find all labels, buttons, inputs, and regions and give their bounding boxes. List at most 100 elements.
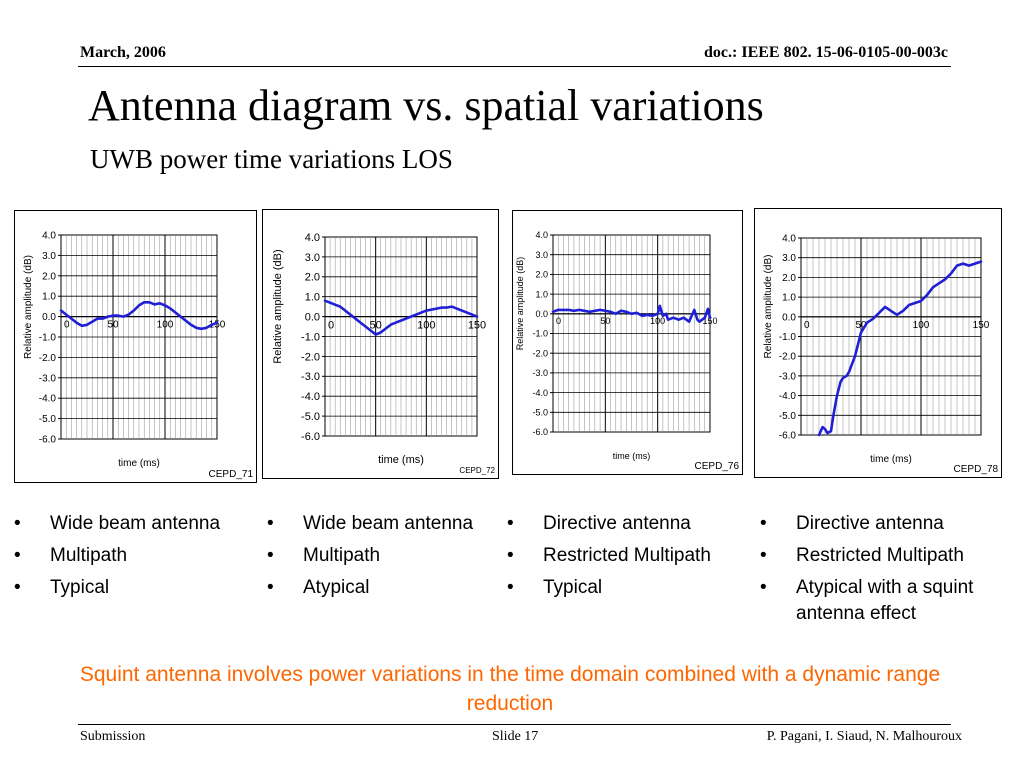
y-tick-label: -6.0 — [779, 431, 797, 442]
chart-cepd-78: 4.0 3.0 2.0 1.0 0.0 -1.0 -2.0 -3.0 -4.0 -5.0 -6.0 0… — [754, 208, 1002, 478]
x-tick-label: 100 — [157, 320, 174, 331]
x-tick-label: 100 — [417, 320, 435, 332]
y-tick-label: -1.0 — [532, 329, 548, 339]
bullet-item: Restricted Multipath — [507, 540, 752, 572]
chart-id-label: CEPD_71 — [209, 469, 254, 480]
conclusion-note: Squint antenna involves power variations… — [79, 663, 941, 715]
y-tick-label: -6.0 — [301, 431, 320, 443]
x-tick-label: 0 — [804, 320, 810, 331]
footer-submission: Submission — [80, 729, 146, 744]
x-tick-label: 50 — [370, 320, 382, 332]
bullet-item: Multipath — [14, 540, 264, 572]
y-tick-label: 4.0 — [535, 230, 548, 240]
x-tick-label: 150 — [209, 320, 226, 331]
chart-svg: 4.0 3.0 2.0 1.0 0.0 -1.0 -2.0 -3.0 -4.0 -5.0 -6.0 0… — [272, 232, 496, 475]
bullet-item: Atypical — [267, 572, 517, 604]
y-tick-label: 3.0 — [42, 251, 56, 262]
y-tick-label: 1.0 — [782, 293, 796, 304]
y-tick-label: 2.0 — [782, 273, 796, 284]
x-tick-label: 150 — [973, 320, 990, 331]
y-tick-label: 1.0 — [42, 292, 56, 303]
chart-svg: 4.0 3.0 2.0 1.0 0.0 -1.0 -2.0 -3.0 -4.0 -5.0 -6.0 0… — [515, 230, 740, 472]
header-rule — [78, 66, 951, 67]
chart-cepd-71: 4.0 3.0 2.0 1.0 0.0 -1.0 -2.0 -3.0 -4.0 -5.0 -6.0 0… — [14, 210, 257, 483]
y-tick-label: -1.0 — [39, 333, 57, 344]
chart-svg: 4.0 3.0 2.0 1.0 0.0 -1.0 -2.0 -3.0 -4.0 -5.0 -6.0 0… — [23, 231, 254, 481]
y-axis-label: Relative amplitude (dB) — [23, 255, 34, 359]
y-tick-label: 4.0 — [305, 232, 320, 244]
y-tick-label: -2.0 — [532, 348, 548, 358]
y-tick-label: 2.0 — [42, 271, 56, 282]
x-axis-label: time (ms) — [613, 451, 651, 461]
y-axis-label: Relative amplitude (dB) — [515, 257, 525, 351]
y-tick-label: 3.0 — [782, 253, 796, 264]
chart-id-label: CEPD_72 — [459, 466, 495, 475]
y-tick-label: -4.0 — [39, 394, 57, 405]
y-tick-label: 4.0 — [42, 231, 56, 242]
x-axis-label: time (ms) — [118, 458, 160, 469]
y-tick-label: 2.0 — [535, 270, 548, 280]
chart-svg: 4.0 3.0 2.0 1.0 0.0 -1.0 -2.0 -3.0 -4.0 -5.0 -6.0 0… — [763, 234, 999, 476]
y-tick-label: 3.0 — [305, 252, 320, 264]
x-axis-label: time (ms) — [870, 454, 912, 465]
y-tick-label: 0.0 — [305, 311, 320, 323]
y-tick-label: 0.0 — [42, 312, 56, 323]
x-tick-label: 100 — [650, 316, 665, 326]
x-tick-label: 0 — [556, 316, 561, 326]
slide-title: Antenna diagram vs. spatial variations — [88, 81, 764, 130]
y-axis-label: Relative amplitude (dB) — [763, 255, 774, 359]
series-line — [817, 260, 983, 437]
y-tick-label: -3.0 — [39, 373, 57, 384]
x-tick-label: 150 — [702, 316, 717, 326]
y-tick-label: -6.0 — [39, 435, 57, 446]
y-tick-label: 0.0 — [782, 312, 796, 323]
bullet-item: Typical — [507, 572, 752, 604]
header-doc-id: doc.: IEEE 802. 15-06-0105-00-003c — [704, 44, 948, 61]
bullet-item: Directive antenna — [507, 508, 752, 540]
chart-id-label: CEPD_78 — [954, 464, 999, 475]
bullet-item: Restricted Multipath — [760, 540, 1018, 572]
y-tick-label: -1.0 — [301, 331, 320, 343]
bullet-list-3: Directive antenna Restricted Multipath T… — [507, 508, 752, 604]
chart-id-label: CEPD_76 — [695, 461, 740, 472]
bullet-list-1: Wide beam antenna Multipath Typical — [14, 508, 264, 604]
series-line — [59, 301, 219, 331]
y-tick-label: 2.0 — [305, 272, 320, 284]
y-tick-label: -2.0 — [301, 351, 320, 363]
y-tick-label: -1.0 — [779, 332, 797, 343]
y-tick-label: 3.0 — [535, 250, 548, 260]
series-line — [551, 304, 712, 323]
slide-subtitle: UWB power time variations LOS — [90, 144, 453, 174]
y-tick-label: 1.0 — [305, 292, 320, 304]
x-tick-label: 150 — [468, 320, 486, 332]
y-tick-label: -3.0 — [779, 371, 797, 382]
y-axis-label: Relative amplitude (dB) — [272, 249, 284, 363]
x-tick-label: 50 — [600, 316, 610, 326]
x-tick-label: 0 — [64, 320, 70, 331]
x-tick-label: 0 — [328, 320, 334, 332]
chart-cepd-76: 4.0 3.0 2.0 1.0 0.0 -1.0 -2.0 -3.0 -4.0 -5.0 -6.0 0… — [512, 210, 743, 475]
y-tick-label: -6.0 — [532, 427, 548, 437]
y-tick-label: 4.0 — [782, 234, 796, 245]
y-tick-label: 1.0 — [535, 289, 548, 299]
bullet-item: Atypical with a squint antenna effect — [760, 575, 1018, 627]
y-tick-label: -2.0 — [779, 352, 797, 363]
y-tick-label: -5.0 — [39, 414, 57, 425]
footer-slide-number: Slide 17 — [492, 729, 539, 744]
series-line — [323, 299, 479, 336]
bullet-item: Typical — [14, 572, 264, 604]
chart-cepd-72: 4.0 3.0 2.0 1.0 0.0 -1.0 -2.0 -3.0 -4.0 -5.0 -6.0 0… — [262, 209, 499, 479]
y-tick-label: -4.0 — [532, 388, 548, 398]
y-tick-label: -5.0 — [779, 411, 797, 422]
bullet-item: Directive antenna — [760, 508, 1018, 540]
y-tick-label: -4.0 — [301, 391, 320, 403]
y-tick-label: -3.0 — [532, 368, 548, 378]
bullet-item: Multipath — [267, 540, 517, 572]
y-tick-label: 0.0 — [535, 309, 548, 319]
x-tick-label: 100 — [913, 320, 930, 331]
footer-rule — [78, 724, 951, 725]
y-tick-label: -3.0 — [301, 371, 320, 383]
y-tick-label: -2.0 — [39, 353, 57, 364]
y-tick-label: -5.0 — [532, 407, 548, 417]
bullet-item: Wide beam antenna — [267, 508, 517, 540]
